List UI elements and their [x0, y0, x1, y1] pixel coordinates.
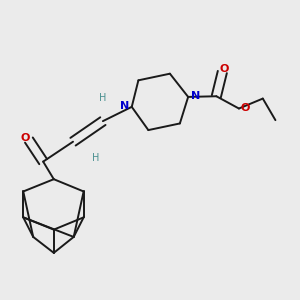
- Text: N: N: [191, 91, 200, 101]
- Text: O: O: [241, 103, 250, 113]
- Text: N: N: [120, 101, 129, 111]
- Text: O: O: [219, 64, 229, 74]
- Text: H: H: [92, 153, 99, 163]
- Text: H: H: [99, 93, 106, 103]
- Text: O: O: [20, 134, 30, 143]
